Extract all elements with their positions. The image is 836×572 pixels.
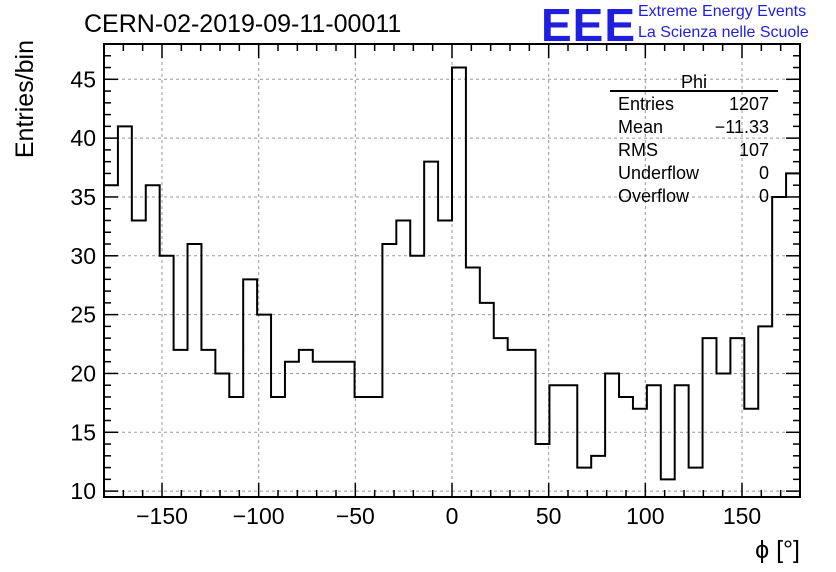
eee-logo-tagline-2: La Scienza nelle Scuole (638, 24, 809, 41)
y-axis-label: Entries/bin (11, 40, 39, 158)
stats-row-label: Underflow (618, 163, 700, 183)
x-tick-label: −150 (136, 503, 188, 529)
stats-title: Phi (681, 72, 707, 92)
stats-row-value: 1207 (729, 94, 769, 114)
y-tick-label: 30 (70, 243, 96, 269)
stats-row-label: Overflow (618, 186, 690, 206)
x-tick-label: 100 (626, 503, 664, 529)
x-tick-label: −50 (336, 503, 375, 529)
stats-rows: Entries 1207 Mean −11.33 RMS 107 Underflow 0 Ove… (618, 94, 769, 206)
stats-row-value: 0 (759, 163, 769, 183)
y-tick-label: 45 (70, 66, 96, 92)
x-axis: −150 −100 −50 0 50 100 150 (103, 44, 801, 529)
x-tick-label: 150 (723, 503, 761, 529)
y-tick-label: 10 (70, 478, 96, 504)
stats-row-value: 107 (739, 140, 769, 160)
x-tick-label: 50 (536, 503, 562, 529)
stats-row-value: −11.33 (715, 117, 769, 137)
stats-row-label: RMS (618, 140, 658, 160)
stats-box: Phi Entries 1207 Mean −11.33 RMS 107 Underflow… (610, 72, 778, 206)
y-tick-label: 20 (70, 360, 96, 386)
histogram-series (104, 66, 800, 481)
y-tick-label: 25 (70, 302, 96, 328)
y-tick-label: 15 (70, 419, 96, 445)
x-tick-label: 0 (446, 503, 459, 529)
y-tick-label: 40 (70, 125, 96, 151)
eee-logo: EEE (541, 0, 637, 51)
x-tick-label: −100 (233, 503, 285, 529)
stats-row-value: 0 (759, 186, 769, 206)
run-title: CERN-02-2019-09-11-00011 (84, 10, 402, 38)
eee-logo-tagline-1: Extreme Energy Events (638, 3, 807, 20)
x-axis-label: ϕ [°] (755, 536, 800, 564)
stats-row-label: Mean (618, 117, 663, 137)
y-axis: 10 15 20 25 30 35 40 45 (70, 55, 800, 504)
y-tick-label: 35 (70, 184, 96, 210)
stats-row-label: Entries (618, 94, 674, 114)
histogram-line (104, 66, 800, 481)
